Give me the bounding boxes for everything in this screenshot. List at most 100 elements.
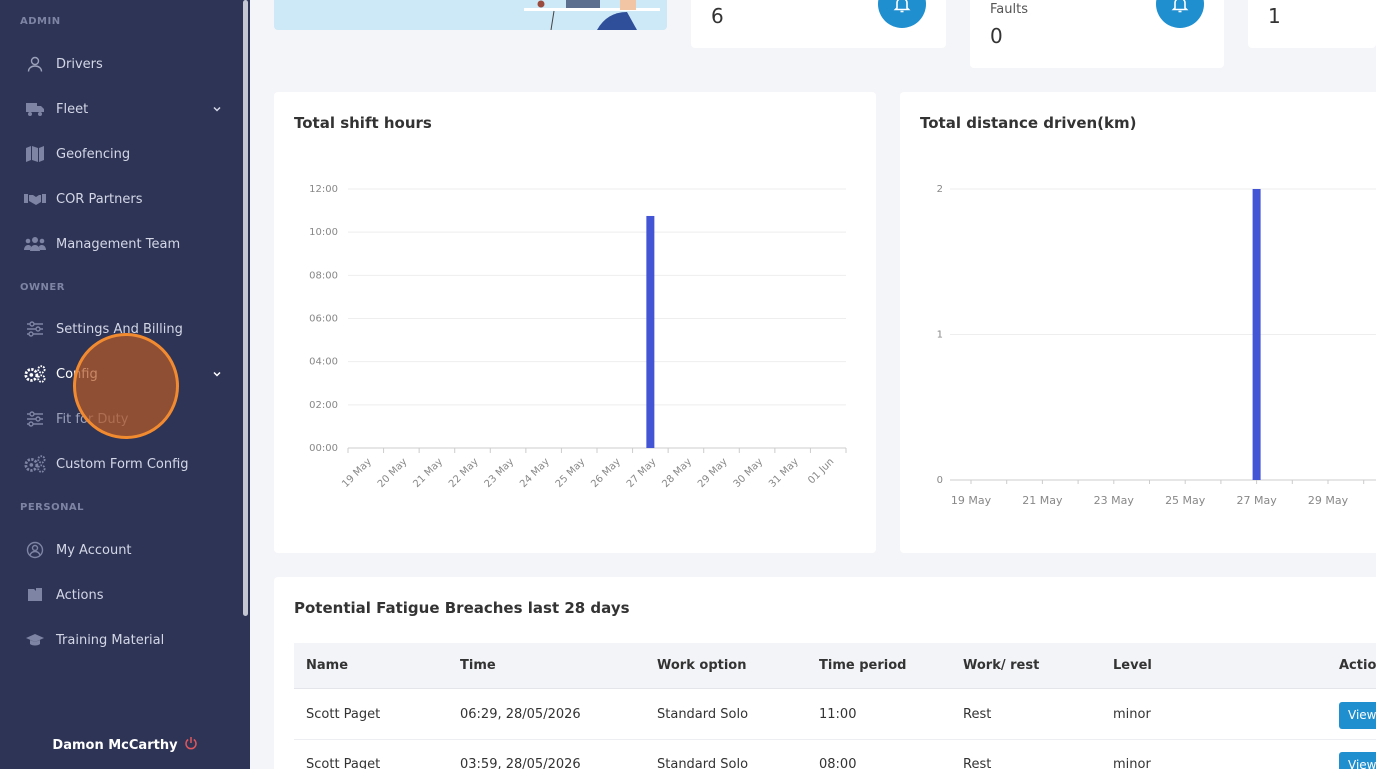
handshake-icon [24,188,46,210]
y-tick-label: 02:00 [309,400,338,411]
user-circle-icon [24,539,46,561]
sidebar-item-label: Training Material [56,632,165,648]
chart-card-distance: Total distance driven(km) 0 1 2 19 May 21 Ma… [900,92,1376,553]
bar [1252,189,1261,480]
column-header-level[interactable]: Level [1113,658,1152,673]
y-tick-label: 12:00 [309,184,338,195]
y-tick-label: 04:00 [309,357,338,368]
x-tick-label: 21 May [1022,494,1063,507]
user-name: Damon McCarthy [52,737,178,753]
sidebar-item-geofencing[interactable]: Geofencing [0,135,243,173]
x-tick-label: 24 May [518,456,552,490]
cell-work-rest: Rest [963,757,992,769]
sidebar-item-label: My Account [56,542,132,558]
section-label-owner: OWNER [20,282,65,293]
chart-title: Total distance driven(km) [920,114,1137,132]
cell-work-rest: Rest [963,707,992,722]
y-tick-label: 10:00 [309,227,338,238]
sidebar-item-custom-form-config[interactable]: Custom Form Config [0,445,243,483]
fatigue-breaches-card: Potential Fatigue Breaches last 28 days … [274,577,1376,769]
column-header-work-rest[interactable]: Work/ rest [963,658,1040,673]
table-row: Scott Paget 06:29, 28/05/2026 Standard S… [294,690,1376,740]
bar [646,215,655,448]
y-tick-label: 1 [937,330,943,341]
view-button[interactable]: View [1339,702,1376,729]
bell-icon [1156,0,1204,28]
chevron-down-icon[interactable] [212,103,222,118]
column-header-work-option[interactable]: Work option [657,658,747,673]
sidebar-item-my-account[interactable]: My Account [0,531,243,569]
sidebar-item-label: Actions [56,587,104,603]
chevron-down-icon[interactable] [212,368,222,383]
sidebar-item-settings-and-billing[interactable]: Settings And Billing [0,310,243,348]
x-tick-label: 28 May [660,456,694,490]
cell-time-period: 08:00 [819,757,857,769]
sidebar-item-label: Drivers [56,56,103,72]
stat-card-1: 6 [691,0,946,48]
sidebar-item-label: COR Partners [56,191,143,207]
view-button[interactable]: View [1339,752,1376,769]
user-profile: Damon McCarthy [0,736,250,754]
section-label-admin: ADMIN [20,16,61,27]
welcome-banner-illustration [274,0,667,30]
sidebar-item-fleet[interactable]: Fleet [0,90,243,128]
stat-card-faults: Faults 0 [970,0,1224,68]
x-tick-label: 27 May [1236,494,1277,507]
column-header-time-period[interactable]: Time period [819,658,907,673]
table-header: Name Time Work option Time period Work/ … [294,643,1376,689]
click-indicator [73,333,179,439]
folder-icon [24,584,46,606]
y-tick-label: 2 [937,184,943,195]
x-tick-label: 29 May [1308,494,1349,507]
y-tick-label: 0 [937,475,943,486]
x-tick-label: 27 May [625,456,659,490]
table-row: Scott Paget 03:59, 28/05/2026 Standard S… [294,740,1376,769]
x-tick-label: 31 May [767,456,801,490]
sidebar-item-label: Fleet [56,101,89,117]
sidebar-item-drivers[interactable]: Drivers [0,45,243,83]
cell-level: minor [1113,757,1151,769]
sidebar-item-actions[interactable]: Actions [0,576,243,614]
power-icon[interactable] [184,736,198,754]
sidebar-item-label: Custom Form Config [56,456,189,472]
x-tick-label: 23 May [483,456,517,490]
column-header-action: Action [1339,658,1376,673]
cell-time: 06:29, 28/05/2026 [460,707,581,722]
x-tick-label: 21 May [411,456,445,490]
x-tick-label: 26 May [589,456,623,490]
sidebar-item-label: Settings And Billing [56,321,183,337]
cell-time-period: 11:00 [819,707,857,722]
sidebar-item-label: Geofencing [56,146,131,162]
distance-chart: 0 1 2 19 May 21 May 23 May 25 May 27 May 29 May [937,184,1376,507]
sidebar-item-management-team[interactable]: Management Team [0,225,243,263]
x-tick-label: 23 May [1094,494,1135,507]
stat-value: 1 [1268,4,1281,28]
map-icon [24,143,46,165]
shift-hours-chart: 00:00 02:00 04:00 06:00 08:00 10:00 12:00 19 Ma… [309,184,847,490]
gears-icon [24,453,46,475]
sidebar-scrollbar[interactable] [243,0,248,616]
sidebar-item-cor-partners[interactable]: COR Partners [0,180,243,218]
bell-icon [878,0,926,28]
x-tick-label: 20 May [376,456,410,490]
x-tick-label: 30 May [732,456,766,490]
section-label-personal: PERSONAL [20,502,85,513]
stat-card-3: 1 [1248,0,1376,48]
table-title: Potential Fatigue Breaches last 28 days [294,599,630,617]
y-tick-label: 06:00 [309,314,338,325]
cell-name: Scott Paget [306,757,381,769]
y-tick-label: 00:00 [309,443,338,454]
stat-value: 0 [990,24,1003,48]
column-header-time[interactable]: Time [460,658,496,673]
cell-work-option: Standard Solo [657,757,749,769]
chart-title: Total shift hours [294,114,432,132]
cell-work-option: Standard Solo [657,707,749,722]
sliders-icon [24,318,46,340]
cell-time: 03:59, 28/05/2026 [460,757,581,769]
column-header-name[interactable]: Name [306,658,349,673]
sidebar-item-label: Management Team [56,236,181,252]
sidebar-item-training-material[interactable]: Training Material [0,621,243,659]
chart-card-shift-hours: Total shift hours 00:00 02:00 04:00 06:00 08… [274,92,876,553]
gears-icon [24,363,46,385]
x-tick-label: 25 May [554,456,588,490]
